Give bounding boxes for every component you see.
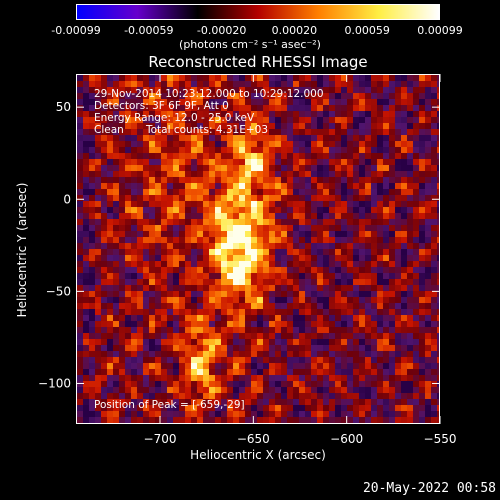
colorbar-tick-label: -0.00059 xyxy=(124,24,174,37)
x-tick-label: −600 xyxy=(330,432,363,446)
colorbar xyxy=(76,4,440,20)
y-axis-label: Heliocentric Y (arcsec) xyxy=(15,182,29,318)
y-tick-label: −50 xyxy=(46,284,71,298)
colorbar-tick-label: -0.00099 xyxy=(51,24,101,37)
colorbar-tick-label: 0.00059 xyxy=(344,24,390,37)
colorbar-tick-label: 0.00020 xyxy=(271,24,318,37)
x-axis-label: Heliocentric X (arcsec) xyxy=(190,448,326,462)
heatmap-svg xyxy=(77,75,439,423)
x-tick-label: −650 xyxy=(237,432,270,446)
x-tick-label: −550 xyxy=(424,432,457,446)
colorbar-unit-label: (photons cm⁻² s⁻¹ asec⁻²) xyxy=(179,38,321,51)
heatmap-image xyxy=(76,74,440,424)
y-tick-label: 50 xyxy=(56,100,71,114)
y-tick-label: 0 xyxy=(63,192,71,206)
colorbar-tick-label: -0.00020 xyxy=(196,24,247,37)
x-tick-label: −700 xyxy=(144,432,177,446)
colorbar-tick-label: 0.00099 xyxy=(417,24,463,37)
footer-date: 20-May-2022 00:58 xyxy=(362,481,496,496)
y-tick-label: −100 xyxy=(38,376,71,390)
chart-title: Reconstructed RHESSI Image xyxy=(148,53,368,71)
